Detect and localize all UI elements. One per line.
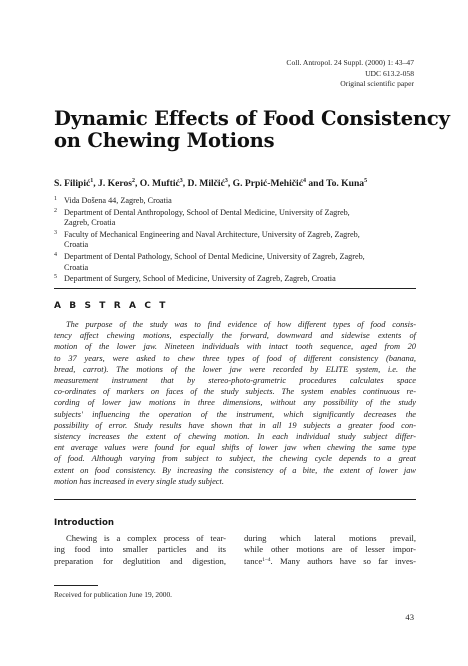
abstract-line: tency affect chewing motions, especially… xyxy=(54,331,416,341)
affiliation-line: Department of Surgery, School of Medicin… xyxy=(64,274,336,284)
affiliation-line: Department of Dental Anthropology, Schoo… xyxy=(64,207,350,217)
affiliation-number: 2 xyxy=(54,207,57,214)
abstract-line: extent on food consistency. By increasin… xyxy=(54,465,416,475)
affiliation-line: Faculty of Mechanical Engineering and Na… xyxy=(64,229,360,239)
body-column-right: during which lateral motions prevail, wh… xyxy=(244,533,416,567)
affiliation-number: 5 xyxy=(54,274,57,281)
journal-citation: Coll. Antropol. 24 Suppl. (2000) 1: 43–4… xyxy=(286,58,414,67)
affiliation-line: Zagreb, Croatia xyxy=(64,218,116,228)
abstract-top-rule xyxy=(54,288,416,289)
abstract-line: subjects' influencing the operation of t… xyxy=(54,409,416,419)
body-line: preparation for deglutition and digestio… xyxy=(54,555,226,566)
author-affiliation-mark: 1 xyxy=(90,178,94,184)
body-line: ing food into smaller particles and its xyxy=(54,544,226,555)
paper-title: Dynamic Effects of Food Consistency on C… xyxy=(54,107,450,152)
author-affiliation-mark: 3 xyxy=(179,178,183,184)
author-affiliation-mark: 4 xyxy=(302,178,306,184)
journal-info: Coll. Antropol. 24 Suppl. (2000) 1: 43–4… xyxy=(286,58,414,90)
author-affiliation-mark: 2 xyxy=(131,178,135,184)
abstract-line: to 37 years, were asked to chew three ty… xyxy=(54,353,416,363)
author-name: O. Muftić xyxy=(139,178,180,189)
introduction-heading: Introduction xyxy=(54,518,115,528)
abstract-line: of food. Although varying from subject t… xyxy=(54,454,416,464)
abstract-line: The purpose of the study was to find evi… xyxy=(66,320,416,329)
affiliation: 5 Department of Surgery, School of Medic… xyxy=(54,274,424,285)
title-line: on Chewing Motions xyxy=(54,129,275,152)
abstract-line: motion has increased in every single stu… xyxy=(54,476,224,486)
author-name: G. Prpić-Mehičić xyxy=(232,178,303,189)
abstract-line: measurement instrument that by stereo-ph… xyxy=(54,376,416,386)
author-name: S. Filipić xyxy=(54,178,91,189)
affiliation: 2 Department of Dental Anthropology, Sch… xyxy=(54,208,424,229)
body-text: tance xyxy=(244,555,263,566)
author-name: To. Kuna xyxy=(326,178,365,189)
abstract-line: bread, carrot). The motions of the lower… xyxy=(54,364,416,374)
body-line: during which lateral motions prevail, xyxy=(244,533,416,543)
affiliation: 3 Faculty of Mechanical Engineering and … xyxy=(54,230,424,251)
author-list: S. Filipić1, J. Keros2, O. Muftić3, D. M… xyxy=(54,178,368,189)
author-name: J. Keros xyxy=(98,178,132,189)
udc-code: UDC 613.2-058 xyxy=(365,68,414,78)
abstract-line: co-ordinates of markers on faces of the … xyxy=(54,387,416,397)
paper-type: Original scientific paper xyxy=(340,79,414,88)
abstract-line: cording of lower jaw motions in three di… xyxy=(54,398,416,408)
abstract-body: The purpose of the study was to find evi… xyxy=(54,319,416,487)
abstract-line: sistency increases the extent of chewing… xyxy=(54,432,416,442)
author-affiliation-mark: 5 xyxy=(364,178,368,184)
affiliation: 1 Vida Došena 44, Zagreb, Croatia xyxy=(54,196,424,207)
affiliation-number: 4 xyxy=(54,251,57,258)
body-line: tance1–4. Many authors have so far inves… xyxy=(244,556,416,567)
body-line: Chewing is a complex process of tear- xyxy=(66,533,226,543)
affiliation-list: 1 Vida Došena 44, Zagreb, Croatia 2 Depa… xyxy=(54,196,424,286)
abstract-heading: A B S T R A C T xyxy=(54,301,169,311)
affiliation-line: Vida Došena 44, Zagreb, Croatia xyxy=(64,196,172,205)
body-column-left: Chewing is a complex process of tear- in… xyxy=(54,533,226,567)
affiliation-number: 1 xyxy=(54,196,57,202)
affiliation-line: Department of Dental Pathology, School o… xyxy=(64,251,365,261)
received-footnote: Received for publication June 19, 2000. xyxy=(54,590,173,599)
author-name: D. Milčić xyxy=(187,178,225,189)
affiliation-number: 3 xyxy=(54,229,57,236)
citation-ref: 1–4 xyxy=(262,556,271,563)
abstract-bottom-rule xyxy=(54,499,416,500)
affiliation-line: Croatia xyxy=(64,240,89,250)
abstract-line: ent average values were found for equal … xyxy=(54,443,416,453)
body-text: . Many authors have so far inves- xyxy=(270,555,416,566)
author-affiliation-mark: 3 xyxy=(224,178,228,184)
title-line: Dynamic Effects of Food Consistency xyxy=(54,107,450,130)
body-line: while other motions are of lesser impor- xyxy=(244,544,416,555)
affiliation-line: Croatia xyxy=(64,262,89,272)
abstract-line: motion of the lower jaw. Nineteen indivi… xyxy=(54,342,416,352)
affiliation: 4 Department of Dental Pathology, School… xyxy=(54,252,424,273)
footnote-rule xyxy=(54,585,98,586)
abstract-line: possibility of error. Study results have… xyxy=(54,420,416,430)
page-number: 43 xyxy=(405,612,414,622)
